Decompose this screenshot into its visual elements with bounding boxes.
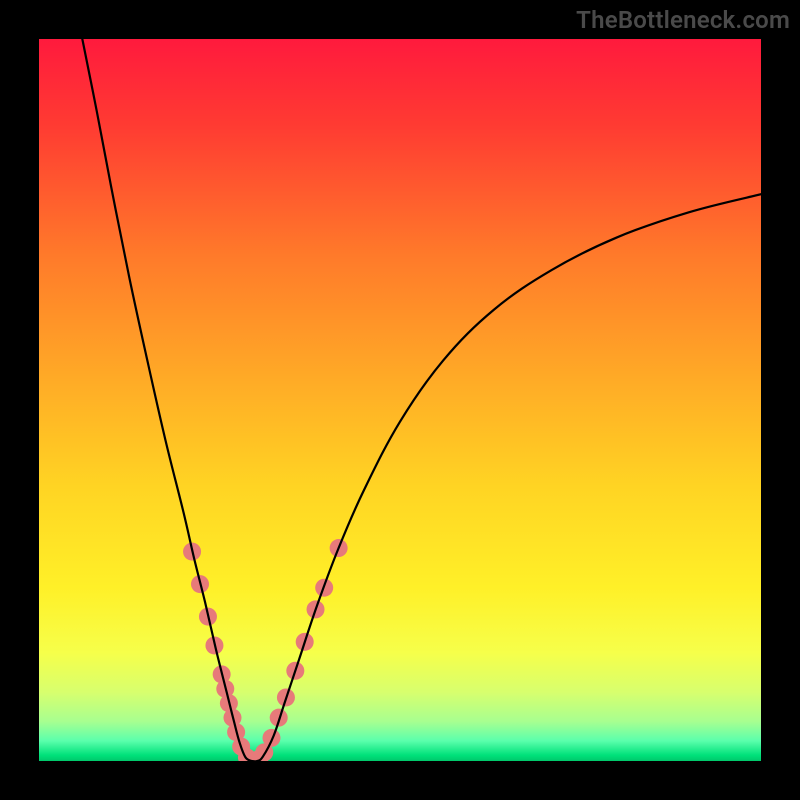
bottleneck-curve <box>39 39 761 761</box>
marker-group <box>183 539 348 761</box>
data-point <box>262 729 280 747</box>
plot-area <box>39 39 761 761</box>
right-branch <box>251 194 761 761</box>
left-branch <box>82 39 251 761</box>
watermark-text: TheBottleneck.com <box>576 6 790 34</box>
